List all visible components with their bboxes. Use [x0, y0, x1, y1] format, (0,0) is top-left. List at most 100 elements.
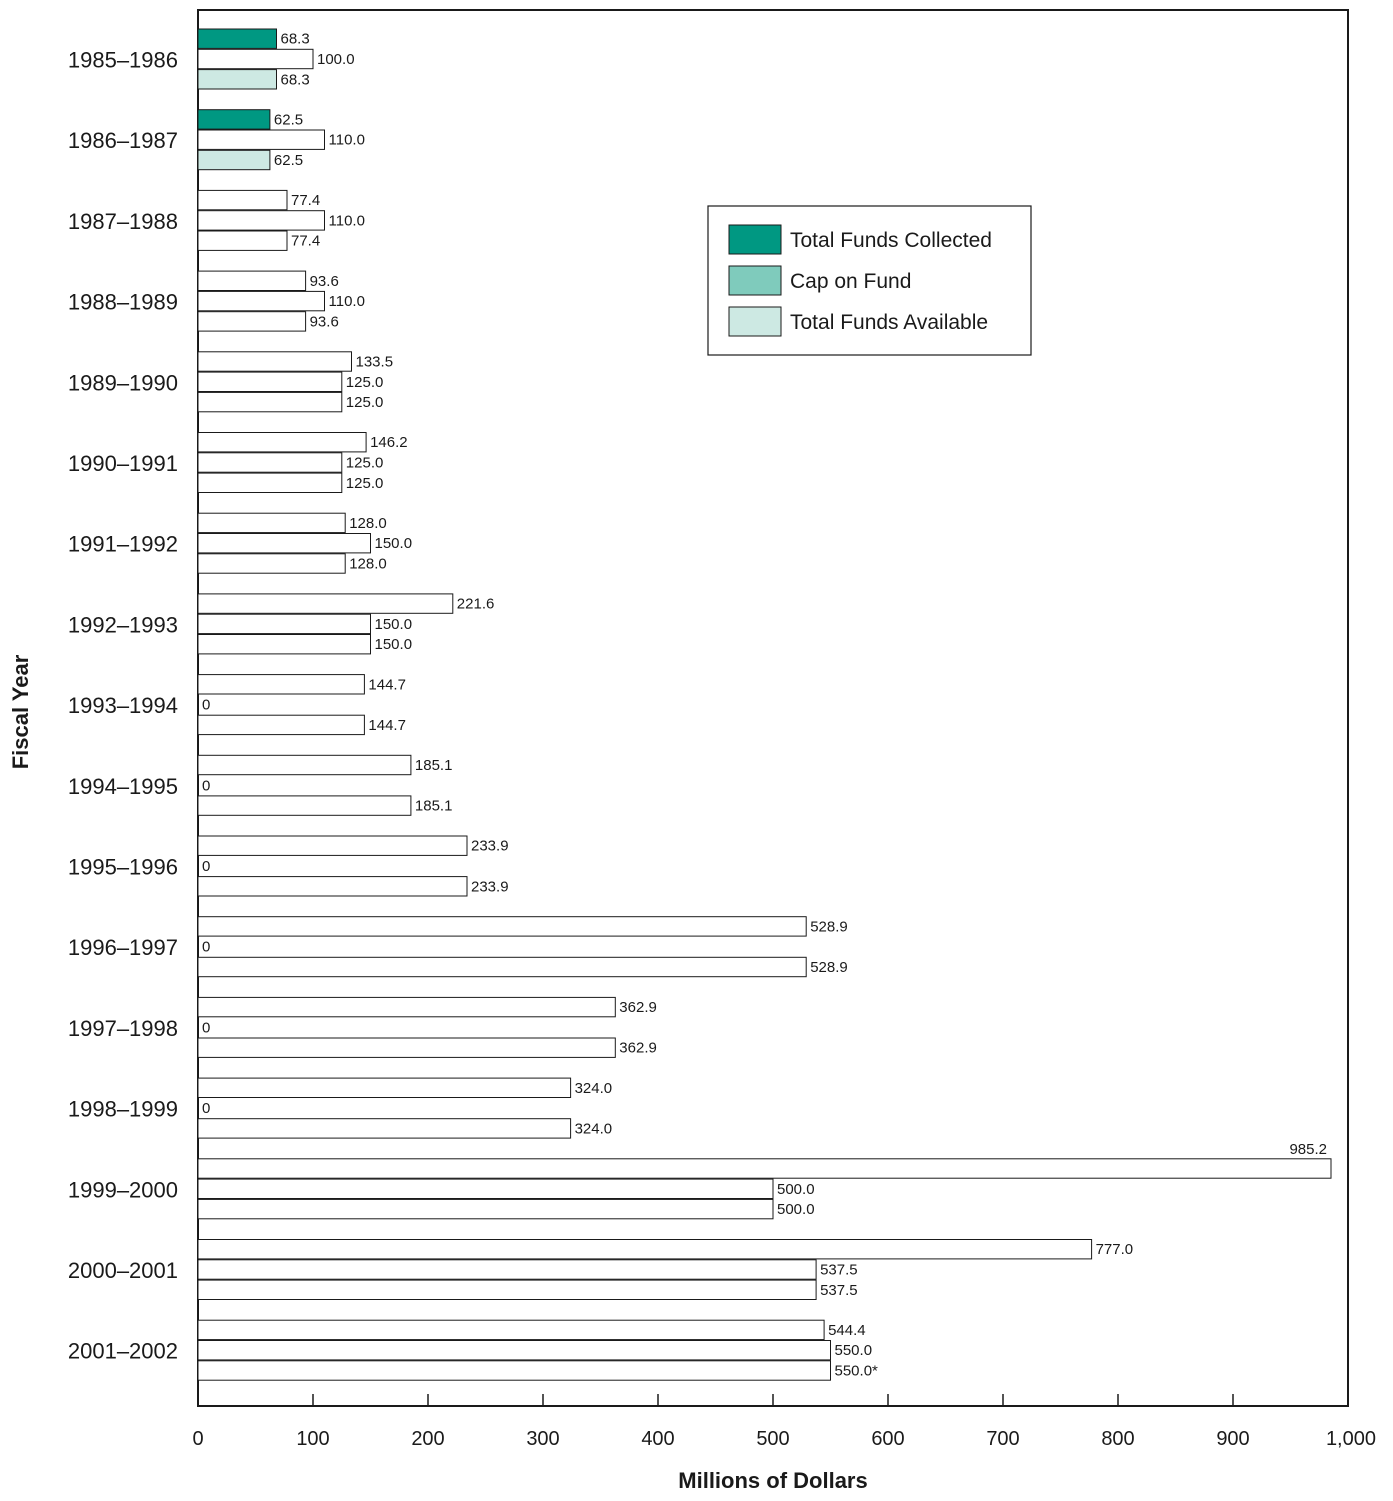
- bar-collected: [197, 916, 807, 937]
- data-label: 110.0: [329, 293, 365, 310]
- bar-available: [197, 876, 468, 897]
- bar-available: [197, 1279, 817, 1300]
- data-label: 500.0: [777, 1181, 815, 1198]
- y-category-label: 2000–2001: [68, 1258, 178, 1283]
- y-category-label: 1985–1986: [68, 48, 178, 73]
- bar-available: [197, 472, 343, 494]
- data-label: 77.4: [291, 192, 320, 209]
- data-label: 185.1: [415, 798, 453, 815]
- data-label: 233.9: [471, 878, 509, 895]
- y-category-label: 1994–1995: [68, 774, 178, 799]
- bar-available: [197, 714, 365, 736]
- bar-collected: [197, 674, 365, 695]
- data-label: 544.4: [828, 1322, 866, 1339]
- data-label: 537.5: [820, 1282, 858, 1299]
- bar-cap: [197, 452, 343, 473]
- x-tick-label: 500: [756, 1428, 789, 1450]
- data-label: 0: [202, 1019, 210, 1036]
- bar-available: [197, 69, 277, 90]
- bar-collected: [197, 1158, 1332, 1179]
- data-label: 93.6: [310, 313, 339, 330]
- data-label: 362.9: [619, 999, 657, 1016]
- bar-cap: [197, 48, 314, 70]
- bar-collected: [197, 109, 271, 130]
- data-label: 550.0: [835, 1342, 873, 1359]
- bar-collected: [197, 1319, 825, 1341]
- x-tick-label: 1,000: [1326, 1428, 1376, 1450]
- x-axis-title: Millions of Dollars: [678, 1468, 867, 1493]
- data-label: 144.7: [368, 717, 406, 734]
- data-label: 110.0: [329, 132, 365, 149]
- data-label: 68.3: [281, 31, 310, 48]
- data-label: 0: [202, 697, 210, 714]
- bar-available: [197, 634, 371, 655]
- bar-cap: [197, 613, 371, 635]
- bar-available: [197, 230, 288, 251]
- data-label: 362.9: [619, 1040, 657, 1057]
- y-category-label: 1999–2000: [68, 1177, 178, 1202]
- bar-available: [197, 311, 307, 332]
- x-tick-label: 900: [1216, 1428, 1249, 1450]
- y-category-label: 1987–1988: [68, 209, 178, 234]
- bar-collected: [197, 1239, 1093, 1260]
- y-category-label: 1986–1987: [68, 128, 178, 153]
- y-category-label: 1997–1998: [68, 1016, 178, 1041]
- bar-collected: [197, 432, 367, 453]
- x-tick-label: 0: [192, 1428, 203, 1450]
- legend-label-cap: Cap on Fund: [790, 270, 911, 293]
- bar-available: [197, 1198, 774, 1220]
- bar-cap: [197, 1340, 831, 1361]
- data-label: 146.2: [370, 434, 408, 451]
- bar-available: [197, 956, 807, 978]
- legend-swatch-collected: [728, 224, 782, 255]
- bar-cap: [197, 1259, 817, 1280]
- data-label: 500.0: [777, 1201, 815, 1218]
- bar-collected: [197, 996, 616, 1018]
- x-axis: 0 100 200 300 400 500 600 700 800 900 1,000: [192, 1394, 1376, 1450]
- bar-collected: [197, 512, 346, 534]
- data-label: 185.1: [415, 757, 453, 774]
- bar-collected: [197, 28, 277, 49]
- data-labels: 68.3 100.0 68.3 62.5 110.0 62.5 77.4 110.0 77.4 9…: [202, 31, 1327, 1380]
- bar-available: [197, 1360, 831, 1381]
- data-label: 144.7: [368, 676, 406, 693]
- bar-available: [197, 149, 271, 171]
- bar-available: [197, 795, 412, 816]
- bar-collected: [197, 351, 352, 372]
- x-tick-label: 300: [526, 1428, 559, 1450]
- y-category-label: 1995–1996: [68, 855, 178, 880]
- bar-available: [197, 1037, 616, 1058]
- y-category-label: 2001–2002: [68, 1339, 178, 1364]
- legend: Total Funds Collected Cap on Fund Total …: [707, 205, 1032, 356]
- bar-collected: [197, 754, 412, 776]
- x-tick-label: 600: [871, 1428, 904, 1450]
- legend-swatch-available: [728, 306, 782, 337]
- data-label: 0: [202, 939, 210, 956]
- data-label: 62.5: [274, 152, 303, 169]
- y-axis-title: Fiscal Year: [8, 654, 33, 769]
- data-label: 125.0: [346, 455, 384, 472]
- data-label: 985.2: [1289, 1141, 1327, 1158]
- data-label: 110.0: [329, 212, 365, 229]
- bar-cap: [197, 210, 325, 231]
- data-label: 0: [202, 777, 210, 794]
- data-label: 125.0: [346, 475, 384, 492]
- y-category-label: 1992–1993: [68, 612, 178, 637]
- bar-cap: [197, 1178, 774, 1199]
- data-label: 62.5: [274, 111, 303, 128]
- data-label: 324.0: [575, 1080, 613, 1097]
- data-label: 221.6: [457, 596, 495, 613]
- bar-collected: [197, 1077, 572, 1098]
- y-axis-categories: 1985–1986 1986–1987 1987–1988 1988–1989 1989…: [68, 48, 178, 1364]
- data-label: 528.9: [810, 959, 848, 976]
- bar-cap: [197, 129, 325, 150]
- data-label: 324.0: [575, 1120, 613, 1137]
- data-label: 550.0*: [835, 1363, 879, 1380]
- y-category-label: 1993–1994: [68, 693, 178, 718]
- data-label: 150.0: [375, 616, 413, 633]
- y-category-label: 1990–1991: [68, 451, 178, 476]
- y-category-label: 1988–1989: [68, 290, 178, 315]
- x-tick-label: 100: [296, 1428, 329, 1450]
- data-label: 150.0: [375, 535, 413, 552]
